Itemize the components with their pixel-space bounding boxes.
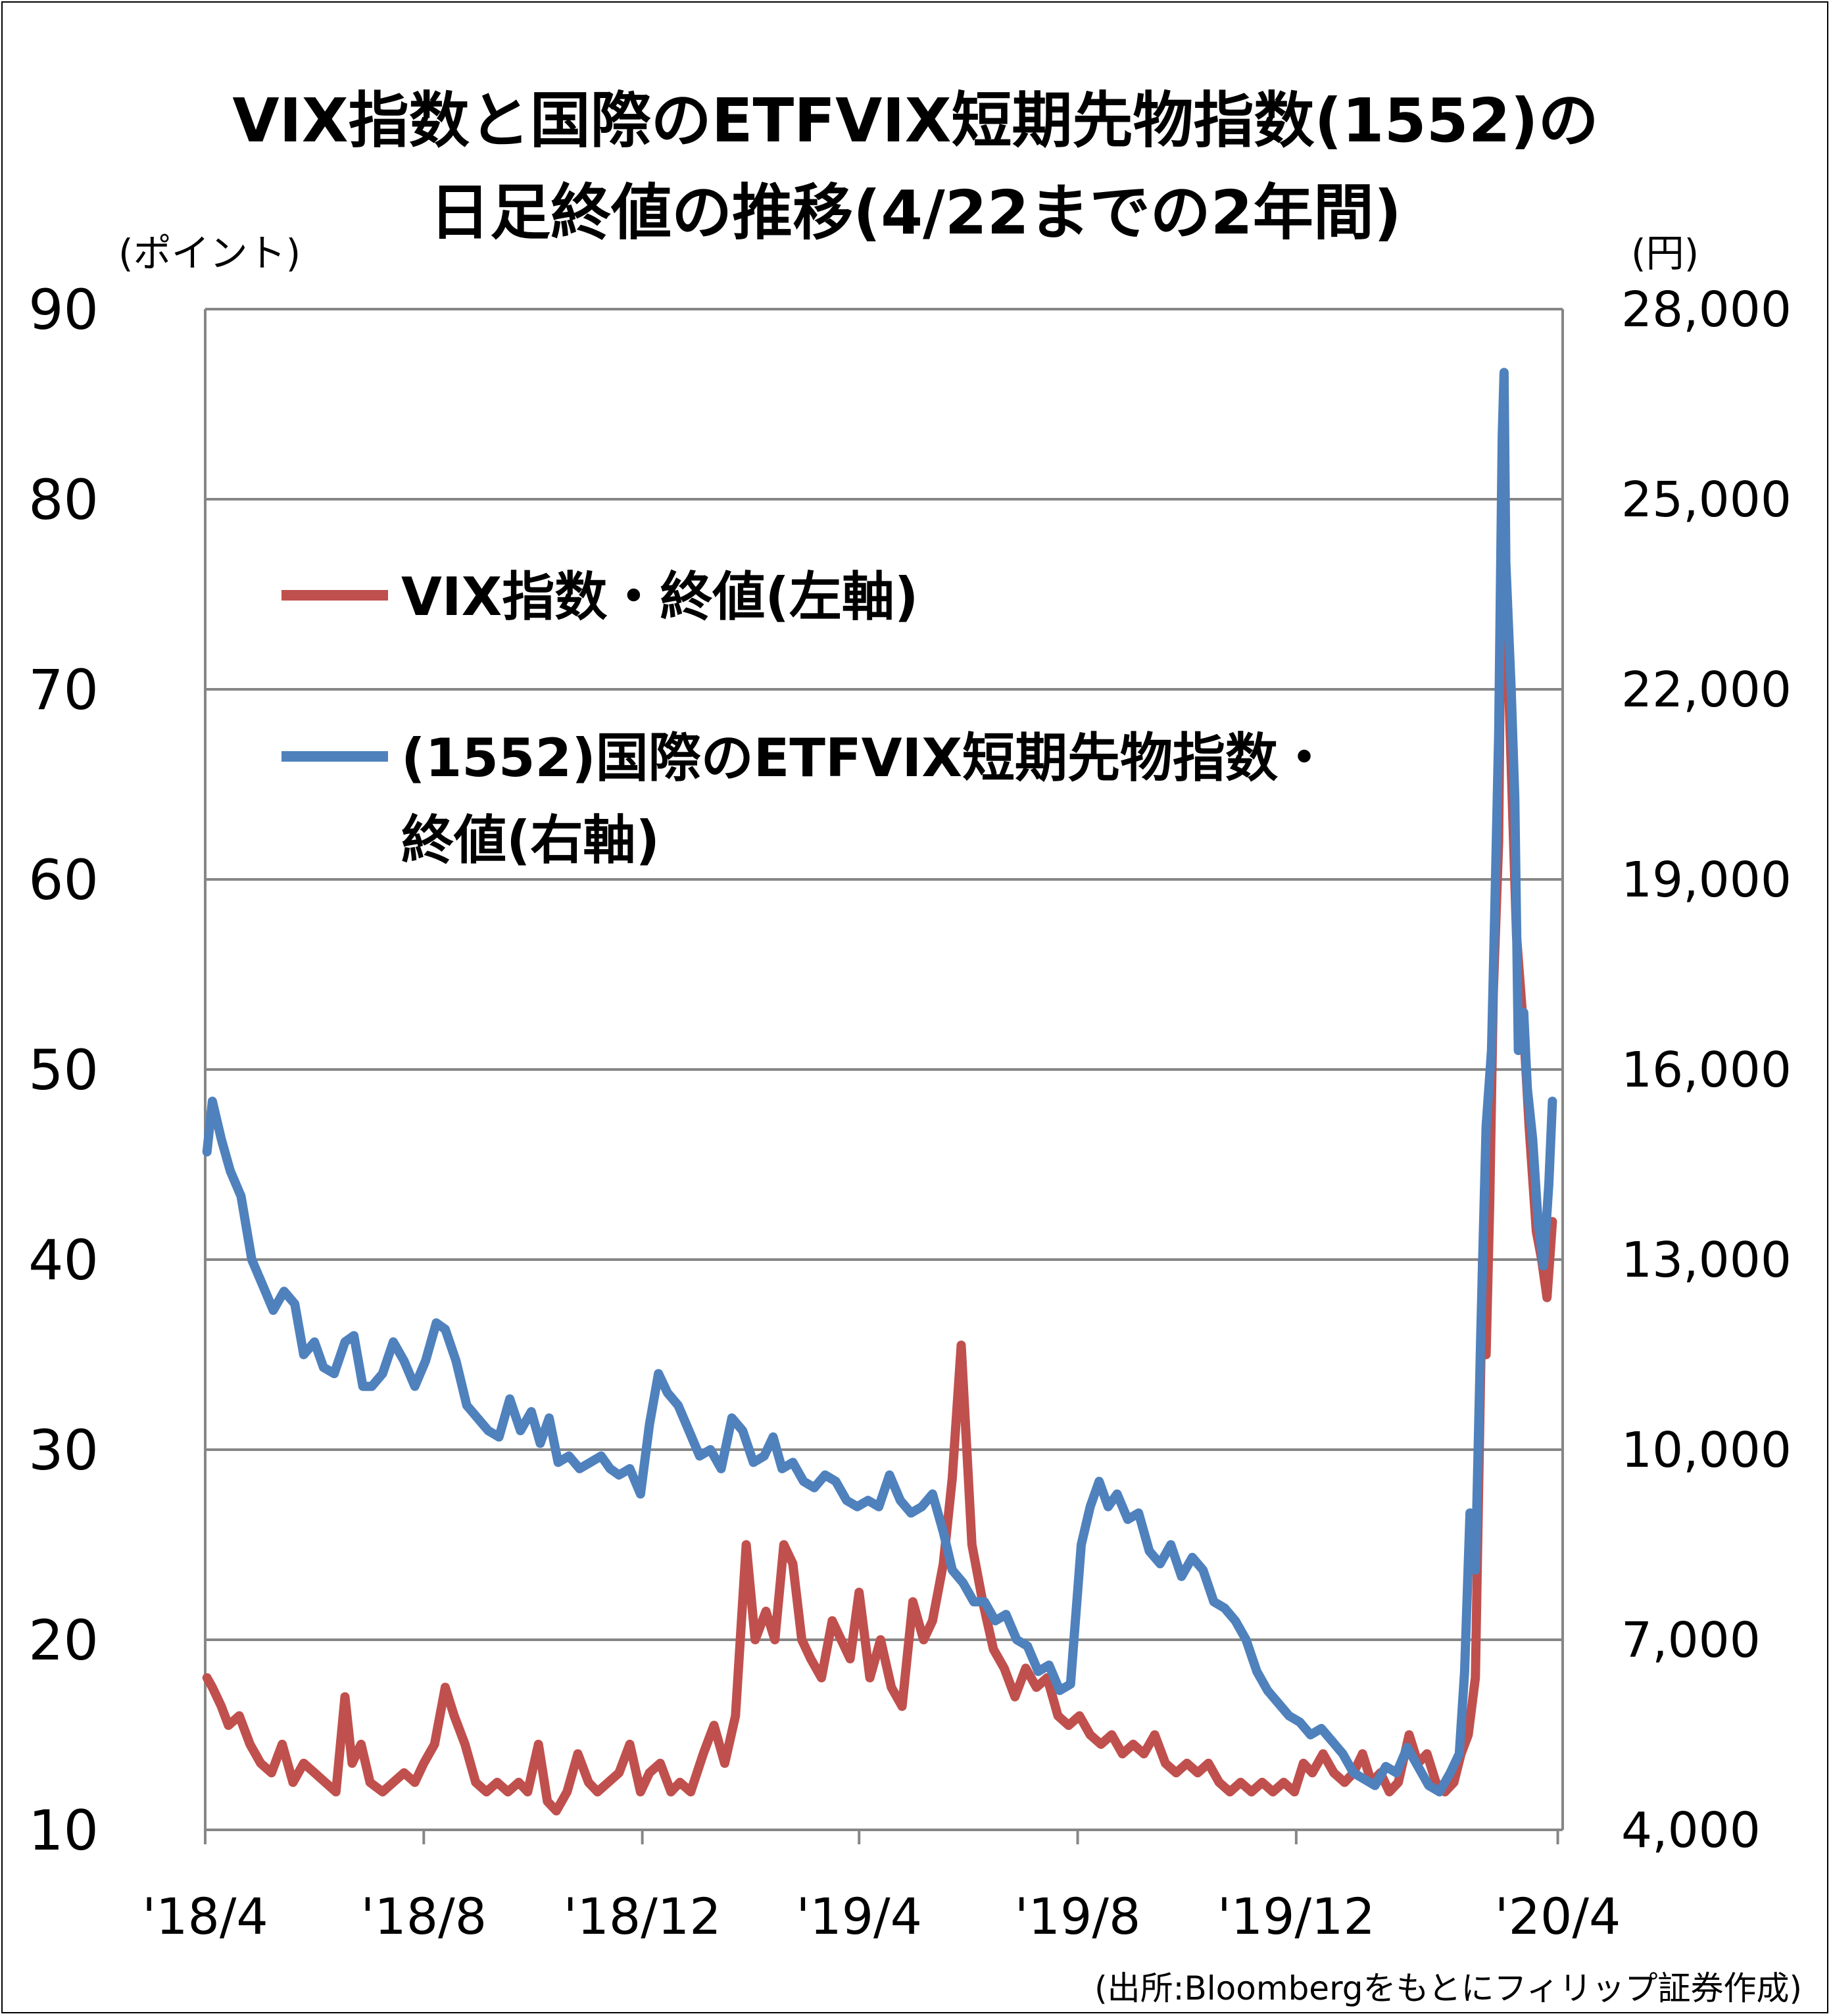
left-axis-tick-label: 80 <box>28 468 99 532</box>
right-axis-tick-labels: 28,000 25,000 22,000 19,000 16,000 13,000 10,0… <box>1621 282 1792 1859</box>
right-axis-tick-label: 22,000 <box>1621 662 1792 718</box>
x-axis-tick-label: '18/4 <box>142 1887 268 1946</box>
source-note: (出所:Bloombergをもとにフィリップ証券作成) <box>1094 1969 1802 2007</box>
left-axis-tick-label: 20 <box>28 1608 99 1673</box>
left-axis-unit: (ポイント) <box>118 231 301 276</box>
right-axis-tick-label: 13,000 <box>1621 1232 1792 1289</box>
right-axis-tick-label: 16,000 <box>1621 1042 1792 1098</box>
gridlines <box>205 308 1563 1641</box>
x-axis-tick-label: '19/8 <box>1015 1887 1141 1946</box>
left-axis-tick-label: 50 <box>28 1038 99 1102</box>
right-axis-tick-label: 10,000 <box>1621 1422 1792 1479</box>
right-axis-tick-label: 7,000 <box>1621 1612 1761 1669</box>
x-axis-tick-labels: '18/4 '18/8 '18/12 '19/4 '19/8 '19/12 '20/4 <box>142 1887 1621 1946</box>
x-axis-tick-label: '19/12 <box>1217 1887 1375 1946</box>
legend-label-vix: VIX指数・終値(左軸) <box>401 566 918 627</box>
x-axis-tick-label: '18/12 <box>564 1887 721 1946</box>
legend: VIX指数・終値(左軸) (1552)国際のETFVIX短期先物指数・ 終値(右… <box>281 566 1331 871</box>
legend-label-etf-line2: 終値(右軸) <box>401 810 660 871</box>
x-axis-tick-label: '20/4 <box>1495 1887 1621 1946</box>
right-axis-tick-label: 28,000 <box>1621 282 1792 338</box>
left-axis-tick-label: 10 <box>28 1798 99 1863</box>
left-axis-tick-label: 30 <box>28 1418 99 1483</box>
axes <box>204 309 1564 1844</box>
chart-title: VIX指数と国際のETFVIX短期先物指数(1552)の <box>232 86 1598 156</box>
x-axis-tick-label: '18/8 <box>361 1887 487 1946</box>
series-line-vix <box>202 447 1557 1816</box>
left-axis-tick-label: 70 <box>28 658 99 722</box>
left-axis-tick-label: 90 <box>28 278 99 342</box>
left-axis-tick-label: 60 <box>28 848 99 912</box>
right-axis-unit: (円) <box>1631 231 1699 276</box>
chart-title-line2: 日足終値の推移(4/22までの2年間) <box>429 178 1402 248</box>
right-axis-tick-label: 19,000 <box>1621 852 1792 908</box>
left-axis-tick-labels: 90 80 70 60 50 40 30 20 10 <box>28 278 99 1863</box>
legend-label-etf-line1: (1552)国際のETFVIX短期先物指数・ <box>401 727 1331 789</box>
x-axis-tick-label: '19/4 <box>796 1887 922 1946</box>
left-axis-tick-label: 40 <box>28 1228 99 1292</box>
right-axis-tick-label: 25,000 <box>1621 472 1792 528</box>
right-axis-tick-label: 4,000 <box>1621 1802 1761 1859</box>
series-line-etf-1552 <box>202 368 1557 1797</box>
